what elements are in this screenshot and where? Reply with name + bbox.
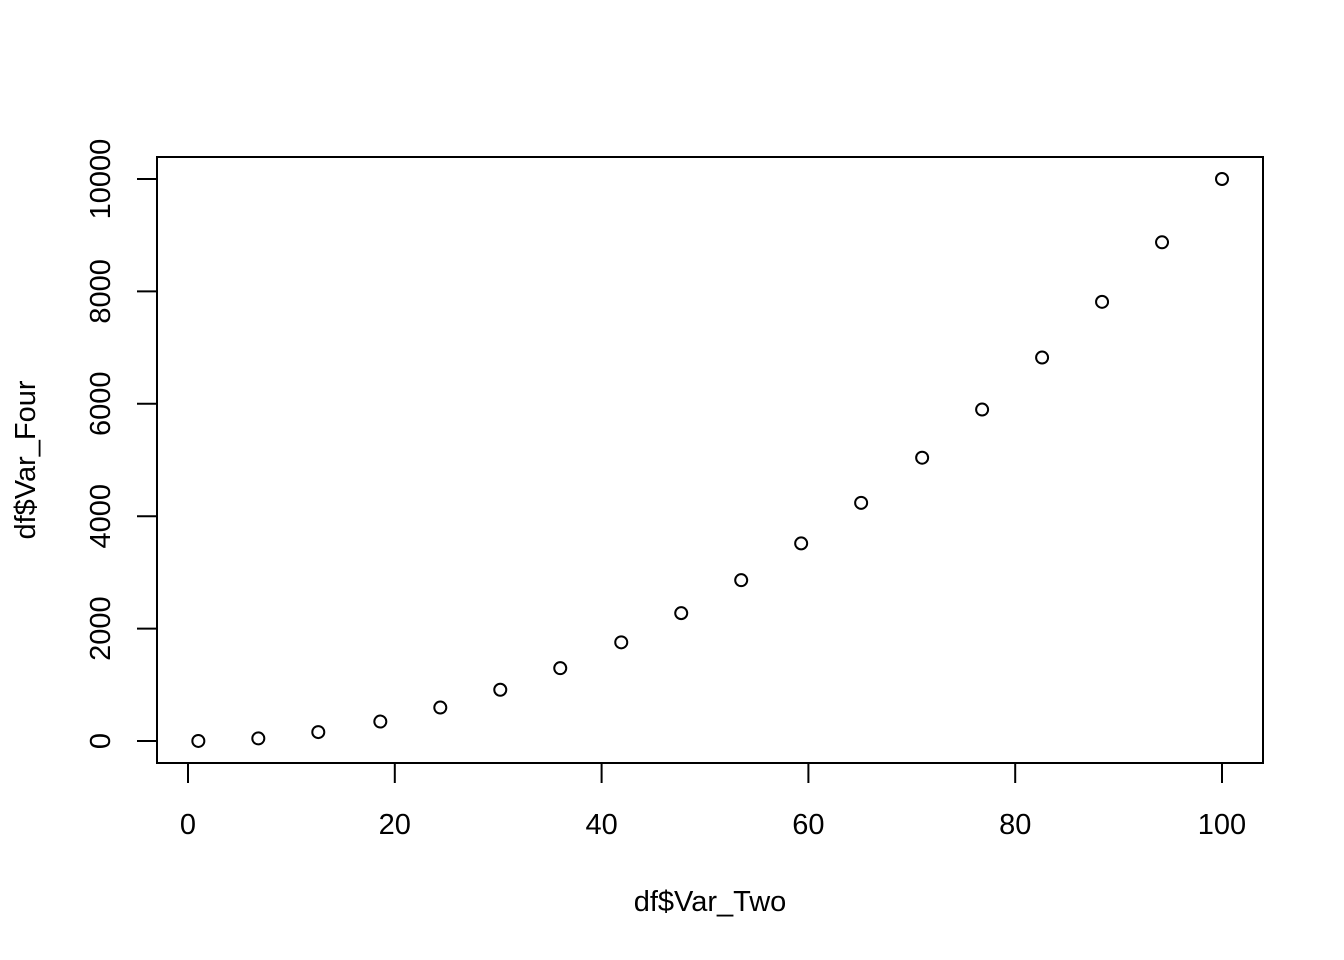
- y-axis-title: df$Var_Four: [10, 380, 42, 539]
- data-point: [854, 495, 869, 510]
- y-tick-label: 2000: [85, 596, 117, 661]
- data-point: [251, 731, 266, 746]
- x-tick-label: 40: [585, 809, 617, 841]
- y-tick-label: 0: [85, 733, 117, 749]
- x-tick-label: 100: [1198, 809, 1246, 841]
- y-tick-label: 10000: [85, 139, 117, 220]
- data-points: [191, 172, 1229, 748]
- y-tick-label: 8000: [85, 259, 117, 324]
- data-point: [674, 606, 689, 621]
- data-point: [1155, 235, 1170, 250]
- x-tick-label: 20: [379, 809, 411, 841]
- x-axis: 0 20 40 60 80 100: [180, 762, 1246, 841]
- x-tick-label: 0: [180, 809, 196, 841]
- data-point: [1035, 350, 1050, 365]
- data-point: [975, 402, 990, 417]
- data-point: [373, 714, 388, 729]
- data-point: [553, 661, 568, 676]
- data-point: [433, 700, 448, 715]
- y-tick-label: 4000: [85, 484, 117, 549]
- data-point: [614, 635, 629, 650]
- data-point: [915, 450, 930, 465]
- data-point: [1095, 294, 1110, 309]
- x-axis-title: df$Var_Two: [634, 886, 787, 918]
- data-point: [734, 573, 749, 588]
- data-point: [493, 682, 508, 697]
- y-tick-label: 6000: [85, 372, 117, 437]
- plot-box: [156, 156, 1264, 764]
- data-point: [311, 725, 326, 740]
- data-point: [191, 733, 206, 748]
- x-tick-label: 60: [792, 809, 824, 841]
- x-tick-label: 80: [999, 809, 1031, 841]
- data-point: [794, 536, 809, 551]
- data-point: [1215, 172, 1229, 186]
- y-axis: 0 2000 4000 6000 8000 10000: [85, 139, 158, 749]
